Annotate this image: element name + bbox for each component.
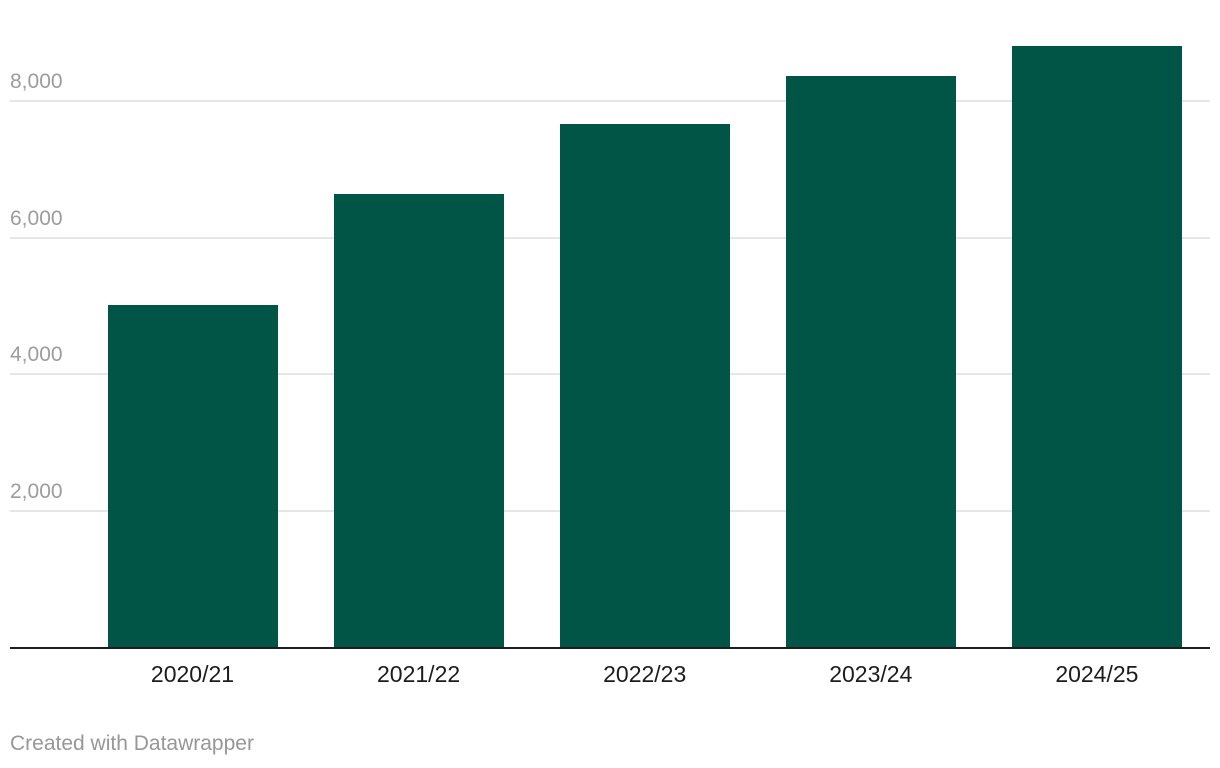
y-tick-label-4000: 4,000	[10, 343, 63, 366]
datawrapper-attribution-link[interactable]: Created with Datawrapper	[10, 732, 254, 755]
gridline-8000	[10, 100, 1210, 102]
y-tick-label-6000: 6,000	[10, 206, 63, 230]
y-tick-label-2000: 2,000	[10, 479, 63, 503]
bar-2021-22	[333, 194, 504, 647]
x-tick-label-2021-22: 2021/22	[377, 661, 461, 687]
bar-2020-21	[107, 305, 278, 647]
bar-2022-23	[559, 124, 730, 647]
y-tick-label-8000: 8,000	[10, 70, 63, 93]
x-tick-label-2020-21: 2020/21	[150, 661, 235, 687]
x-tick-label-2023-24: 2023/24	[829, 661, 913, 687]
bar-2024-25	[1011, 46, 1182, 647]
x-tick-label-2022-23: 2022/23	[603, 661, 687, 687]
x-tick-label-2024-25: 2024/25	[1055, 661, 1139, 687]
bar-2023-24	[785, 76, 956, 647]
plot-area: 2,000 4,000 6,000 8,000	[10, 0, 1210, 649]
